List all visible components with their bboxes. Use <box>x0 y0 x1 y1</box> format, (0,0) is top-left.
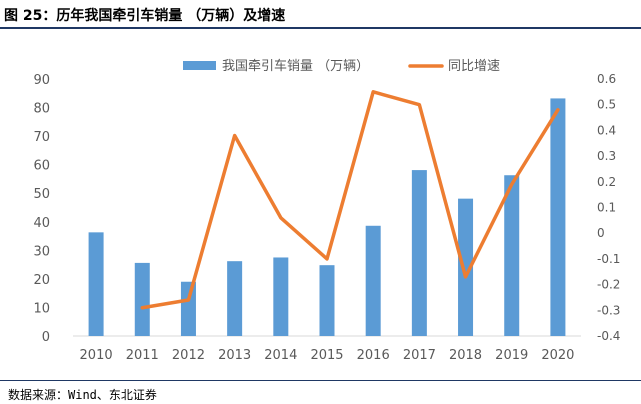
x-tick-label: 2015 <box>310 348 343 363</box>
bar-series <box>88 98 566 336</box>
y-right-tick-label: 0.2 <box>597 175 616 189</box>
y-left-tick-label: 10 <box>33 301 50 316</box>
y-right-tick-label: 0.4 <box>597 123 616 137</box>
growth-line <box>140 90 560 310</box>
x-tick-label: 2013 <box>218 348 251 363</box>
y-right-tick-label: -0.4 <box>597 329 620 343</box>
y-right-tick-label: 0.3 <box>597 149 616 163</box>
y-right-tick-label: -0.1 <box>597 252 620 266</box>
legend-swatch-bar <box>183 61 216 70</box>
bar <box>411 170 427 336</box>
y-left-tick-label: 70 <box>33 130 50 145</box>
y-left-tick-label: 20 <box>33 273 50 288</box>
bar <box>227 261 243 336</box>
right-axis: -0.4 -0.3 -0.2 -0.1 0 0.1 0.2 0.3 0.4 0.5 0.6 <box>597 72 620 343</box>
source-rule <box>0 380 641 381</box>
figure-title: 图 25：历年我国牵引车销量 （万辆）及增速 <box>4 8 286 24</box>
y-right-tick-label: -0.2 <box>597 278 620 292</box>
y-right-tick-label: -0.3 <box>597 303 620 317</box>
y-left-tick-label: 50 <box>33 187 50 202</box>
source-note: 数据来源：Wind、东北证券 <box>8 388 157 402</box>
y-right-tick-label: 0 <box>597 226 605 240</box>
growth-line-series <box>140 90 560 310</box>
x-tick-label: 2012 <box>172 348 205 363</box>
bar <box>365 225 381 336</box>
bar <box>319 265 335 336</box>
y-left-tick-label: 0 <box>42 330 50 345</box>
bar <box>180 281 196 336</box>
x-tick-label: 2018 <box>449 348 482 363</box>
bar <box>134 262 150 336</box>
x-axis: 2010 2011 2012 2013 2014 2015 2016 2017 2018 2019… <box>73 335 581 363</box>
y-left-tick-label: 60 <box>33 159 50 174</box>
x-tick-label: 2020 <box>541 348 574 363</box>
y-right-tick-label: 0.6 <box>597 72 616 86</box>
x-tick-label: 2014 <box>264 348 297 363</box>
chart-legend: 我国牵引车销量 （万辆） 同比增速 <box>183 58 500 74</box>
x-tick-label: 2016 <box>357 348 390 363</box>
legend-label-line: 同比增速 <box>448 59 500 74</box>
legend-label-bar: 我国牵引车销量 （万辆） <box>222 58 369 74</box>
y-left-tick-label: 40 <box>33 216 50 231</box>
y-left-tick-label: 30 <box>33 244 50 259</box>
x-tick-label: 2017 <box>403 348 436 363</box>
bar <box>504 175 520 336</box>
y-left-tick-label: 90 <box>33 73 50 88</box>
y-right-tick-label: 0.1 <box>597 201 616 215</box>
bar <box>550 98 566 336</box>
y-right-tick-label: 0.5 <box>597 98 616 112</box>
x-tick-label: 2011 <box>126 348 159 363</box>
title-rule <box>0 27 641 29</box>
y-left-tick-label: 80 <box>33 102 50 117</box>
x-tick-label: 2010 <box>80 348 113 363</box>
bar <box>458 198 474 336</box>
bar <box>273 257 289 336</box>
x-tick-label: 2019 <box>495 348 528 363</box>
bar <box>88 232 104 336</box>
left-axis: 0 10 20 30 40 50 60 70 80 90 <box>33 73 50 345</box>
